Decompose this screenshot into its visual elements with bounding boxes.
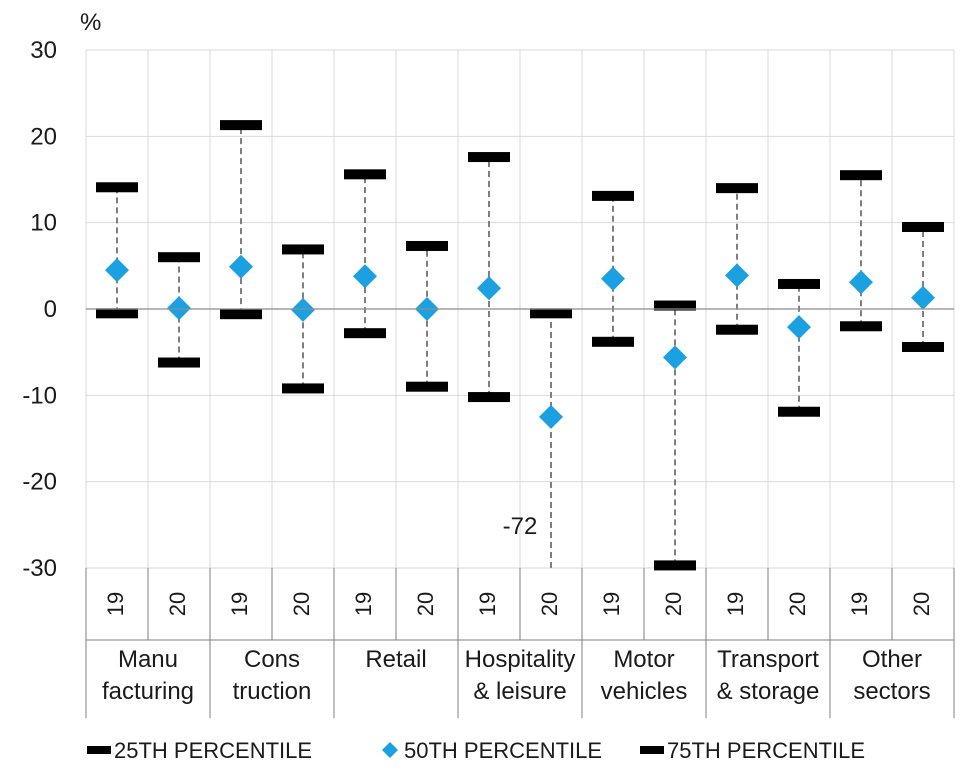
- category-label: Cons: [244, 646, 300, 673]
- p25-marker: [220, 309, 262, 320]
- p50-marker: [725, 263, 749, 288]
- p50-marker: [601, 266, 625, 291]
- category-label: Other: [862, 646, 922, 673]
- legend-marker-diamond: [382, 742, 398, 758]
- p75-marker: [158, 252, 200, 263]
- p25-marker: [654, 300, 696, 311]
- year-tick-label: 19: [475, 592, 500, 616]
- p50-marker: [229, 254, 253, 279]
- y-tick-label: -20: [22, 469, 57, 496]
- p50-marker: [787, 315, 811, 340]
- p50-marker: [849, 270, 873, 295]
- p25-marker: [902, 341, 944, 352]
- year-tick-label: 19: [847, 592, 872, 616]
- legend-marker-dash: [87, 746, 111, 754]
- y-tick-label: 30: [30, 37, 57, 64]
- category-label: Manu: [118, 646, 178, 673]
- year-tick-label: 19: [103, 592, 128, 616]
- marker-layer: [96, 120, 944, 571]
- year-tick-label: 20: [661, 592, 686, 616]
- p75-marker: [220, 120, 262, 131]
- category-label: Motor: [613, 646, 674, 673]
- p25-marker: [344, 328, 386, 339]
- p75-marker: [716, 183, 758, 194]
- legend-label: 50TH PERCENTILE: [404, 738, 602, 763]
- p50-marker: [663, 345, 687, 370]
- p75-marker: [468, 152, 510, 163]
- p75-marker: [902, 221, 944, 232]
- year-tick-label: 19: [723, 592, 748, 616]
- p75-marker: [530, 308, 572, 319]
- p75-marker: [406, 240, 448, 251]
- year-tick-label: 20: [909, 592, 934, 616]
- legend-item-p75: 75TH PERCENTILE: [640, 738, 865, 763]
- category-label: & leisure: [473, 678, 566, 705]
- category-label: & storage: [717, 678, 820, 705]
- legend: 25TH PERCENTILE 50TH PERCENTILE 75TH PERCE…: [87, 738, 865, 763]
- p50-marker: [353, 264, 377, 289]
- category-label: truction: [233, 678, 312, 705]
- p25-marker: [406, 381, 448, 392]
- year-tick-label: 19: [227, 592, 252, 616]
- p75-marker: [778, 278, 820, 289]
- year-tick-label: 20: [413, 592, 438, 616]
- legend-item-p50: 50TH PERCENTILE: [382, 738, 602, 763]
- year-tick-label: 19: [599, 592, 624, 616]
- y-tick-label: 0: [44, 296, 57, 323]
- p50-marker: [167, 296, 191, 321]
- year-tick-label: 20: [537, 592, 562, 616]
- year-tick-label: 19: [351, 592, 376, 616]
- y-tick-label: 10: [30, 210, 57, 237]
- p25-marker: [840, 321, 882, 332]
- p75-marker: [592, 190, 634, 201]
- category-label: vehicles: [601, 678, 688, 705]
- p25-marker: [158, 357, 200, 368]
- p50-marker: [539, 404, 563, 429]
- p75-marker: [654, 560, 696, 571]
- p25-marker: [716, 324, 758, 335]
- category-label: facturing: [102, 678, 194, 705]
- p50-marker: [291, 297, 315, 322]
- y-tick-label: -30: [22, 555, 57, 582]
- annotation-label: -72: [503, 513, 538, 540]
- category-label: Transport: [717, 646, 819, 673]
- p25-marker: [282, 383, 324, 394]
- legend-label: 25TH PERCENTILE: [114, 738, 312, 763]
- y-tick-label: 20: [30, 123, 57, 150]
- p50-marker: [911, 285, 935, 310]
- category-label: Retail: [365, 646, 426, 673]
- legend-label: 75TH PERCENTILE: [667, 738, 865, 763]
- p25-marker: [592, 336, 634, 347]
- year-tick-label: 20: [785, 592, 810, 616]
- p75-marker: [282, 244, 324, 255]
- y-axis-unit-label: %: [80, 9, 101, 36]
- category-label: Hospitality: [465, 646, 576, 673]
- category-label: sectors: [853, 678, 930, 705]
- p25-marker: [468, 392, 510, 403]
- p25-marker: [96, 308, 138, 319]
- p75-marker: [840, 170, 882, 181]
- p50-marker: [477, 276, 501, 301]
- legend-marker-dash: [640, 746, 664, 754]
- p50-marker: [105, 258, 129, 283]
- year-tick-label: 20: [165, 592, 190, 616]
- p75-marker: [96, 182, 138, 193]
- p25-marker: [778, 406, 820, 417]
- year-tick-label: 20: [289, 592, 314, 616]
- axis-layer: 30 20 10 0 -10 -20 -30 19 20 Manu facturing 19 20 Con…: [22, 37, 955, 718]
- p75-marker: [344, 169, 386, 180]
- legend-item-p25: 25TH PERCENTILE: [87, 738, 312, 763]
- y-tick-label: -10: [22, 382, 57, 409]
